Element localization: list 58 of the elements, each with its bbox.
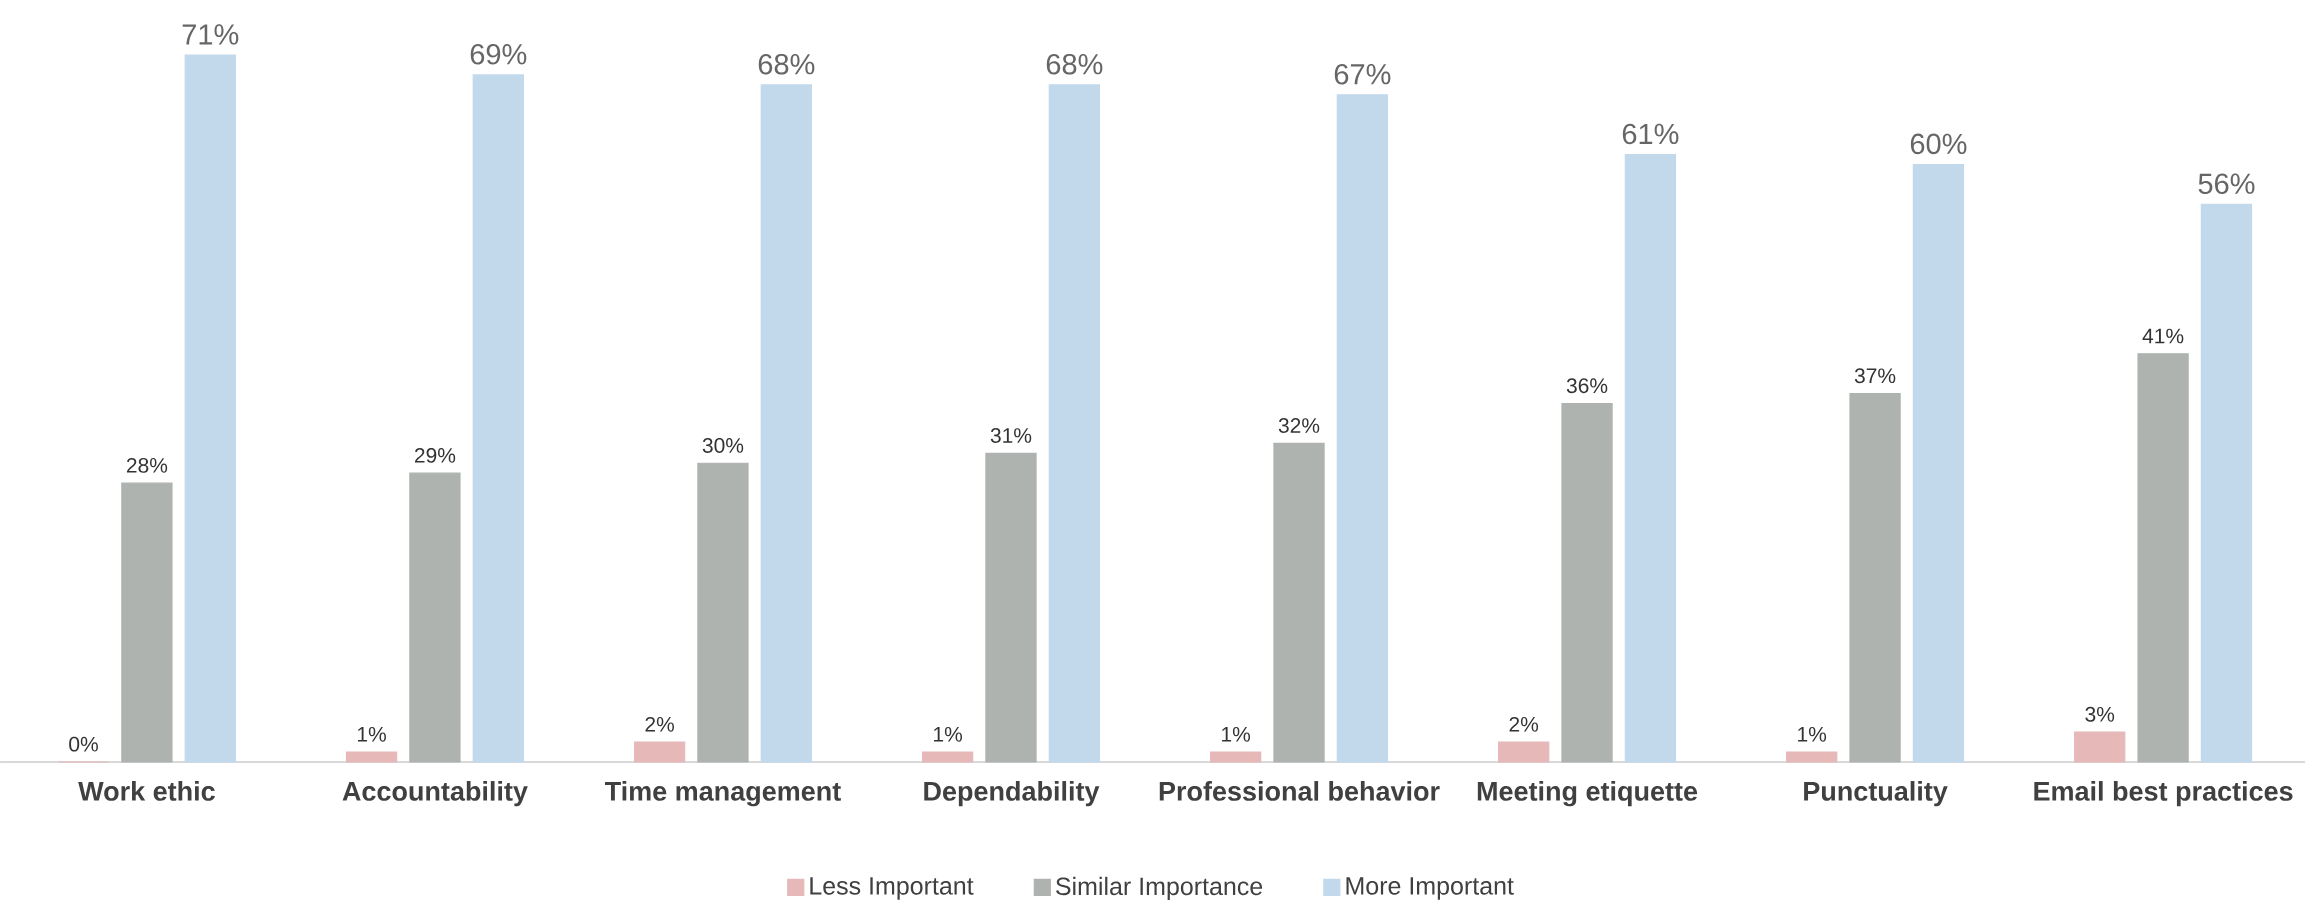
data-label: 71% (182, 24, 239, 45)
bar (1336, 94, 1389, 763)
data-label: 61% (1622, 123, 1679, 145)
data-label: 1% (358, 726, 386, 742)
data-label: 0% (69, 736, 98, 752)
bar (1209, 751, 1262, 763)
x-tick-label: Accountability (342, 781, 528, 807)
bar (760, 84, 812, 763)
data-label: 36% (1566, 378, 1608, 394)
bar (121, 482, 173, 763)
bar (1561, 402, 1613, 763)
bar (1912, 163, 1965, 763)
data-label: 30% (702, 438, 744, 453)
data-label: 1% (1798, 726, 1827, 742)
bar (633, 741, 686, 763)
bar (2074, 731, 2126, 763)
bar (2200, 203, 2253, 763)
data-label: 1% (934, 726, 963, 742)
data-label: 67% (1334, 63, 1391, 85)
x-tick-label: Meeting etiquette (1477, 781, 1698, 807)
x-tick-label: Email best practices (2034, 781, 2293, 807)
legend-label: More Important (1346, 877, 1514, 900)
data-label: 2% (1509, 716, 1539, 732)
data-label: 41% (2142, 328, 2184, 344)
data-label: 3% (2085, 706, 2115, 722)
bar (345, 751, 398, 763)
bar (1048, 84, 1101, 763)
data-label: 32% (1278, 418, 1320, 433)
x-tick-label: Punctuality (1804, 781, 1948, 807)
bar (1849, 392, 1901, 763)
data-label: 2% (645, 716, 675, 732)
legend-label: Less Important (810, 877, 974, 900)
bar (985, 452, 1037, 763)
bar (1273, 442, 1325, 763)
x-tick-label: Dependability (924, 781, 1100, 807)
data-label: 28% (126, 457, 168, 473)
data-label: 60% (1910, 133, 1967, 155)
bar (921, 751, 974, 763)
bar (2137, 353, 2189, 763)
data-label: 56% (2198, 173, 2255, 194)
bar (472, 74, 524, 763)
data-label: 1% (1222, 726, 1251, 742)
data-label: 31% (990, 428, 1032, 443)
data-label: 68% (758, 53, 815, 75)
data-label: 68% (1046, 53, 1103, 75)
bar (184, 54, 236, 763)
data-label: 69% (470, 43, 527, 65)
data-label: 29% (414, 447, 456, 463)
bar (1498, 741, 1550, 763)
bar (409, 472, 461, 763)
x-tick-label: Time management (604, 781, 841, 807)
x-tick-label: Work ethic (78, 781, 215, 801)
x-tick-label: Professional behavior (1159, 781, 1440, 801)
legend-label: Similar Importance (1056, 876, 1263, 901)
bar (1786, 751, 1838, 763)
data-label: 37% (1854, 368, 1896, 384)
bar (1624, 153, 1677, 763)
bar (697, 462, 749, 763)
